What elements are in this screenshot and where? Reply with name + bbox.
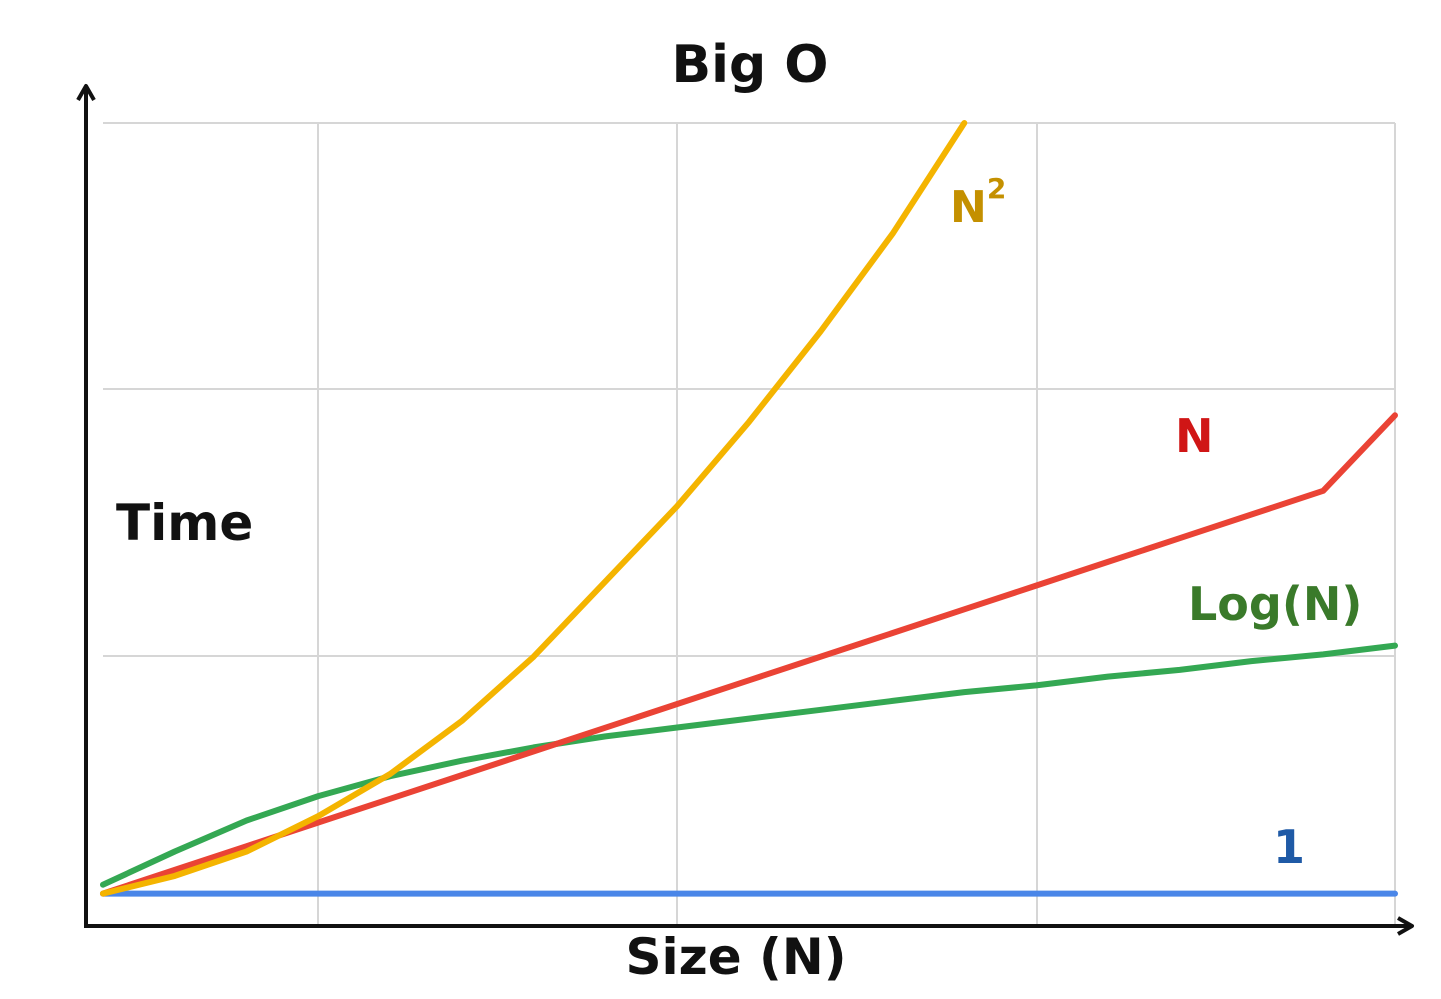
chart-series — [100, 120, 1398, 897]
chart-axes — [76, 84, 1414, 936]
x-axis-label: Size (N) — [625, 928, 846, 986]
series-label-n-squared: N2 — [950, 172, 1006, 233]
chart-title: Big O — [672, 35, 829, 95]
y-axis-label: Time — [116, 494, 253, 552]
series-label-log-n: Log(N) — [1188, 577, 1362, 631]
series-line-log-n — [100, 642, 1398, 888]
x-axis-arrow — [1397, 916, 1414, 936]
chart-grid — [103, 122, 1396, 925]
y-axis-arrow — [76, 84, 96, 101]
series-labels: N2 N Log(N) 1 — [950, 172, 1362, 874]
series-label-constant: 1 — [1273, 820, 1305, 874]
series-label-n-squared-base: N — [950, 182, 987, 233]
series-line-n-squared — [100, 120, 968, 897]
series-label-n: N — [1175, 409, 1214, 463]
series-label-n-squared-exponent: 2 — [987, 172, 1006, 205]
series-line-n — [100, 412, 1398, 897]
